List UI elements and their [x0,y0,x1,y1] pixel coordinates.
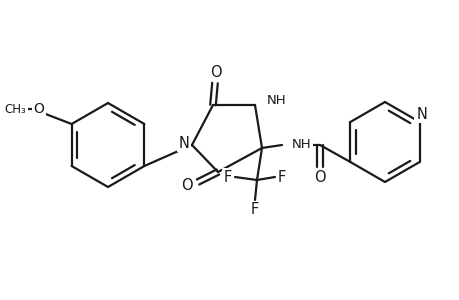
Text: CH₃: CH₃ [5,103,27,116]
Text: O: O [181,178,192,194]
Text: O: O [33,102,44,116]
Text: NH: NH [291,137,311,151]
Text: F: F [250,202,258,217]
Text: N: N [415,106,426,122]
Text: N: N [178,136,189,151]
Text: NH: NH [266,94,286,106]
Text: O: O [313,170,325,185]
Text: O: O [210,64,221,80]
Text: F: F [277,169,285,184]
Text: F: F [224,169,232,184]
